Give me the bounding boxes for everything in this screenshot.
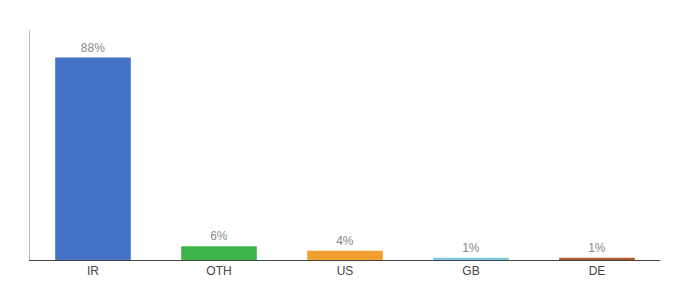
svg-text:4%: 4% [336,234,354,248]
svg-text:1%: 1% [588,241,606,255]
svg-text:6%: 6% [210,229,228,243]
svg-text:88%: 88% [81,41,105,55]
svg-text:DE: DE [589,264,606,278]
svg-text:OTH: OTH [206,264,231,278]
svg-text:IR: IR [87,264,99,278]
svg-text:GB: GB [462,264,479,278]
svg-text:1%: 1% [462,241,480,255]
svg-text:US: US [337,264,354,278]
